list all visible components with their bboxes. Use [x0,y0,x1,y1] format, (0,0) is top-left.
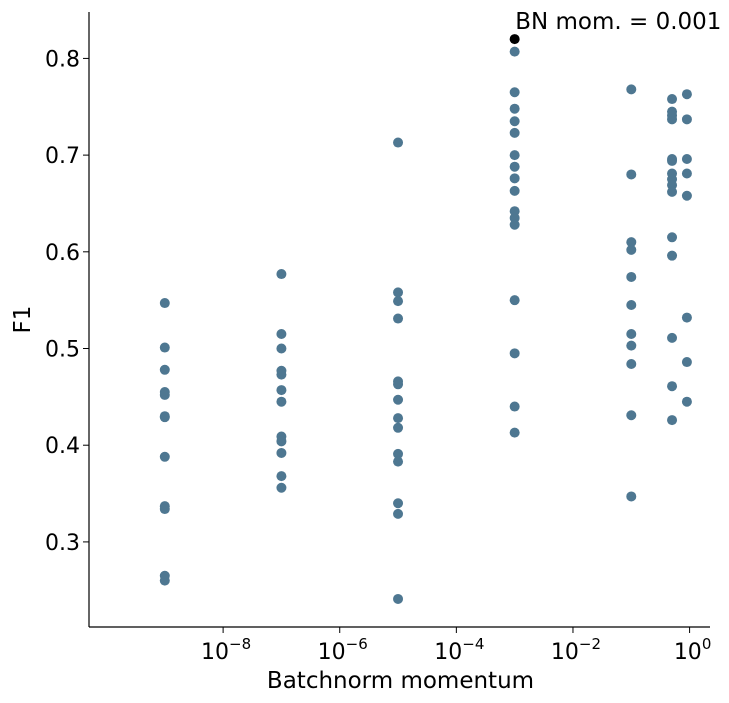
data-point-78 [667,381,678,392]
data-point-83 [681,168,692,179]
data-point-37 [393,593,404,604]
data-point-35 [393,498,404,509]
data-point-81 [681,114,692,125]
data-point-44 [509,161,520,172]
data-point-34 [393,456,404,467]
data-point-27 [393,313,404,324]
data-point-45 [509,173,520,184]
data-point-62 [626,358,637,369]
x-tick-label-0: 10−8 [201,635,251,665]
data-point-77 [667,332,678,343]
data-point-18 [276,396,287,407]
highlight-point-group [509,34,520,45]
data-point-80 [681,89,692,100]
data-point-23 [276,482,287,493]
data-point-56 [626,237,637,248]
data-point-42 [509,127,520,138]
x-tick-label-3: 10−2 [551,635,601,665]
y-tick-label-4: 0.7 [45,144,80,169]
data-point-16 [276,369,287,380]
data-point-39 [509,87,520,98]
data-point-2 [159,364,170,375]
data-point-79 [667,415,678,426]
y-tick-label-2: 0.5 [45,338,80,363]
x-axis-ticks: 10−8 10−6 10−4 10−2 100 [201,627,711,665]
data-point-38 [509,46,520,57]
y-axis-ticks: 0.3 0.4 0.5 0.6 0.7 0.8 [45,47,89,556]
data-point-75 [667,232,678,243]
data-point-31 [393,413,404,424]
data-point-86 [681,357,692,368]
data-point-61 [626,340,637,351]
data-point-84 [681,190,692,201]
y-tick-label-3: 0.6 [45,241,80,266]
x-axis-title: Batchnorm momentum [267,668,534,694]
x-tick-label-4: 100 [674,635,712,665]
data-point-68 [667,114,678,125]
data-point-52 [509,401,520,412]
data-point-49 [509,219,520,230]
data-point-25 [393,287,404,298]
data-point-74 [667,186,678,197]
data-point-11 [159,575,170,586]
data-point-87 [681,396,692,407]
data-points [159,46,692,604]
data-point-32 [393,422,404,433]
highlight-point [509,34,520,45]
x-tick-label-2: 10−4 [434,635,484,665]
data-point-64 [626,491,637,502]
data-point-29 [393,379,404,390]
data-point-13 [276,329,287,339]
data-point-59 [626,300,637,310]
data-point-43 [509,150,520,161]
data-point-4 [159,389,170,400]
data-point-50 [509,295,520,306]
data-point-0 [159,298,170,309]
y-tick-label-1: 0.4 [45,434,80,459]
data-point-22 [276,471,287,482]
data-point-21 [276,447,287,458]
data-point-55 [626,169,637,180]
data-point-1 [159,342,170,353]
data-point-58 [626,271,637,282]
data-point-14 [276,343,287,354]
data-point-70 [667,155,678,166]
data-point-20 [276,436,287,447]
data-point-6 [159,412,170,423]
data-point-54 [626,84,637,95]
data-point-65 [667,94,678,105]
data-point-76 [667,250,678,261]
data-point-53 [509,427,520,438]
data-point-85 [681,312,692,323]
data-point-9 [159,504,170,515]
data-point-46 [509,185,520,196]
y-tick-label-5: 0.8 [45,47,80,72]
data-point-30 [393,394,404,405]
data-point-24 [393,137,404,148]
data-point-63 [626,410,637,421]
highlight-annotation: BN mom. = 0.001 [515,9,721,35]
data-point-7 [159,451,170,462]
data-point-51 [509,348,520,359]
data-point-33 [393,448,404,459]
y-tick-label-0: 0.3 [45,531,80,556]
y-axis-title: F1 [10,306,36,334]
data-point-40 [509,103,520,114]
data-point-41 [509,116,520,127]
data-point-26 [393,296,404,307]
data-point-82 [681,153,692,164]
data-point-12 [276,269,287,280]
data-point-36 [393,508,404,519]
data-point-57 [626,244,637,255]
data-point-17 [276,385,287,396]
x-tick-label-1: 10−6 [318,635,368,665]
data-point-60 [626,329,637,339]
